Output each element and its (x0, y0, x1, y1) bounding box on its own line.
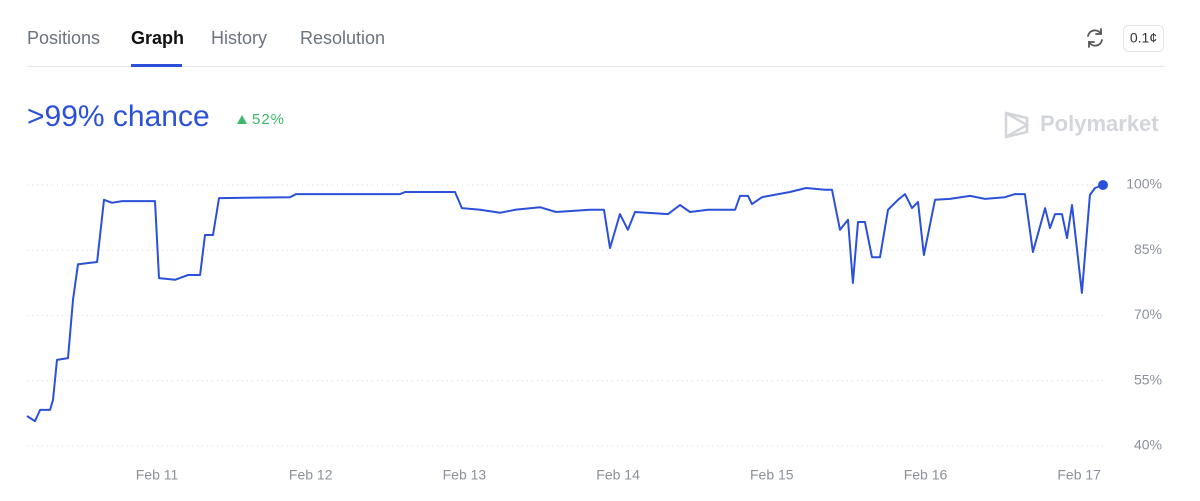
up-arrow (237, 115, 247, 124)
unit-button-label[interactable]: 0.1¢ (1130, 30, 1157, 46)
price-line (26, 184, 1104, 423)
x-tick-label: Feb 17 (1057, 467, 1101, 483)
x-tick-label: Feb 12 (289, 467, 333, 483)
x-tick-label: Feb 14 (596, 467, 640, 483)
brand-logo (1004, 111, 1030, 139)
headline: >99% chance (27, 100, 210, 133)
tab-active[interactable]: Graph (131, 28, 184, 48)
y-tick-label: 100% (1126, 176, 1162, 192)
y-tick-label: 55% (1134, 371, 1162, 387)
y-tick-label: 85% (1134, 241, 1162, 257)
y-tick-label: 40% (1134, 437, 1162, 453)
tab[interactable]: History (211, 28, 267, 48)
tab-indicator (131, 64, 182, 67)
x-tick-label: Feb 16 (904, 467, 948, 483)
unit-button[interactable] (1123, 25, 1164, 52)
tab[interactable]: Resolution (300, 28, 385, 48)
brand: Polymarket (1040, 111, 1159, 136)
x-tick-label: Feb 11 (136, 467, 179, 483)
tab[interactable]: Positions (27, 28, 100, 48)
change: 52% (252, 111, 285, 128)
x-tick-label: Feb 15 (750, 467, 794, 483)
chart: 40% 55% 70% 85% 100% Feb 11 Feb 12 Feb 13 Feb 14… (26, 176, 1162, 483)
x-tick-label: Feb 13 (443, 467, 487, 483)
y-tick-label: 70% (1134, 306, 1162, 322)
last-point (1098, 180, 1108, 190)
refresh-button[interactable] (1087, 28, 1103, 48)
